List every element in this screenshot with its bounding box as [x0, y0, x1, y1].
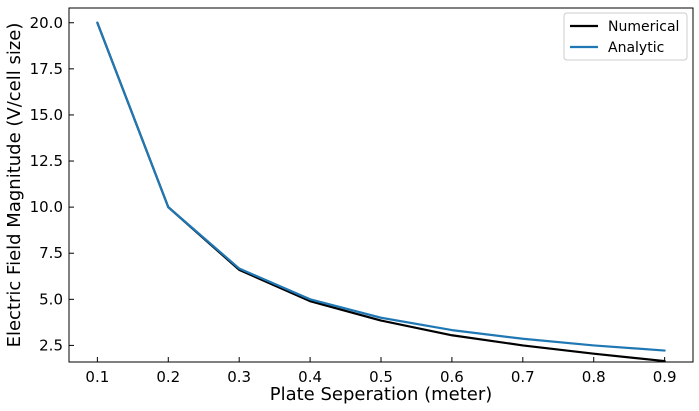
- x-tick-label: 0.4: [298, 368, 322, 386]
- x-tick-label: 0.9: [653, 368, 677, 386]
- y-tick-label: 5.0: [39, 290, 63, 308]
- legend-label-numerical: Numerical: [608, 19, 679, 35]
- legend: Numerical Analytic: [563, 12, 688, 61]
- y-tick-label: 2.5: [39, 336, 63, 354]
- x-axis-title: Plate Seperation (meter): [270, 384, 493, 405]
- x-axis-ticks: 0.1 0.2 0.3 0.4 0.5 0.6 0.7 0.8 0.9: [85, 357, 677, 386]
- x-tick-label: 0.2: [156, 368, 180, 386]
- x-tick-label: 0.6: [440, 368, 464, 386]
- x-tick-label: 0.3: [227, 368, 251, 386]
- x-tick-label: 0.7: [511, 368, 535, 386]
- x-tick-label: 0.1: [85, 368, 109, 386]
- y-tick-label: 7.5: [39, 244, 63, 262]
- series-line-analytic: [96, 21, 666, 352]
- y-axis-ticks: 2.5 5.0 7.5 10.0 12.5 15.0 17.5 20.0: [30, 14, 74, 354]
- y-tick-label: 20.0: [30, 14, 63, 32]
- y-tick-label: 15.0: [30, 106, 63, 124]
- x-tick-label: 0.8: [582, 368, 606, 386]
- y-tick-label: 17.5: [30, 60, 63, 78]
- legend-box: [563, 12, 688, 61]
- series-lines: [96, 21, 666, 363]
- y-tick-label: 12.5: [30, 152, 63, 170]
- plot-area: [68, 7, 694, 363]
- x-tick-label: 0.5: [369, 368, 393, 386]
- y-axis-title: Electric Field Magnitude (V/cell size): [4, 23, 25, 348]
- legend-label-analytic: Analytic: [608, 40, 664, 56]
- y-tick-label: 10.0: [30, 198, 63, 216]
